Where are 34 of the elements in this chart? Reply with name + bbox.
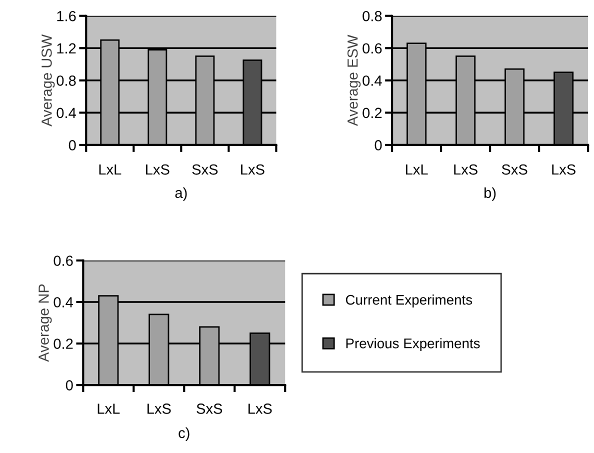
x-tick-label: LxS bbox=[146, 164, 170, 175]
x-tick-label: SxS bbox=[502, 164, 528, 175]
y-tick-label: 0.6 bbox=[362, 43, 382, 54]
y-tick-label: 1.2 bbox=[57, 43, 76, 54]
legend-label: Current Experiments bbox=[346, 294, 472, 308]
x-axis-title: c) bbox=[178, 427, 190, 441]
y-tick-label: 0.4 bbox=[362, 76, 382, 86]
y-tick-label: 0 bbox=[66, 380, 73, 390]
x-tick-label: LxS bbox=[241, 164, 264, 175]
y-tick-label: 0.4 bbox=[56, 108, 76, 118]
y-tick-label: 0.4 bbox=[54, 297, 74, 308]
y-tick-label: 1.6 bbox=[57, 10, 76, 22]
y-tick-label: 0 bbox=[374, 140, 382, 150]
x-tick-label: LxL bbox=[406, 164, 428, 175]
x-axis-title: a) bbox=[175, 187, 187, 201]
y-axis-title: Average ESW bbox=[347, 34, 361, 126]
y-tick-label: 0.2 bbox=[362, 108, 382, 118]
y-tick-label: 0.6 bbox=[54, 256, 73, 266]
x-tick-label: LxS bbox=[454, 164, 478, 175]
x-tick-label: LxL bbox=[99, 164, 122, 175]
x-tick-label: SxS bbox=[192, 164, 218, 175]
x-tick-label: SxS bbox=[196, 404, 222, 414]
y-tick-label: 0.8 bbox=[362, 10, 382, 22]
y-axis-title: Average NP bbox=[38, 284, 52, 362]
y-tick-label: 0.2 bbox=[54, 338, 73, 349]
x-tick-label: LxS bbox=[552, 164, 576, 175]
y-axis-title: Average USW bbox=[42, 34, 55, 126]
y-tick-label: 0.8 bbox=[56, 76, 76, 86]
x-tick-label: LxS bbox=[248, 404, 272, 414]
x-tick-label: LxL bbox=[98, 404, 120, 414]
legend-label: Previous Experiments bbox=[346, 338, 480, 352]
x-tick-label: LxS bbox=[148, 404, 171, 414]
y-tick-label: 0 bbox=[68, 140, 76, 150]
x-axis-title: b) bbox=[484, 187, 496, 201]
